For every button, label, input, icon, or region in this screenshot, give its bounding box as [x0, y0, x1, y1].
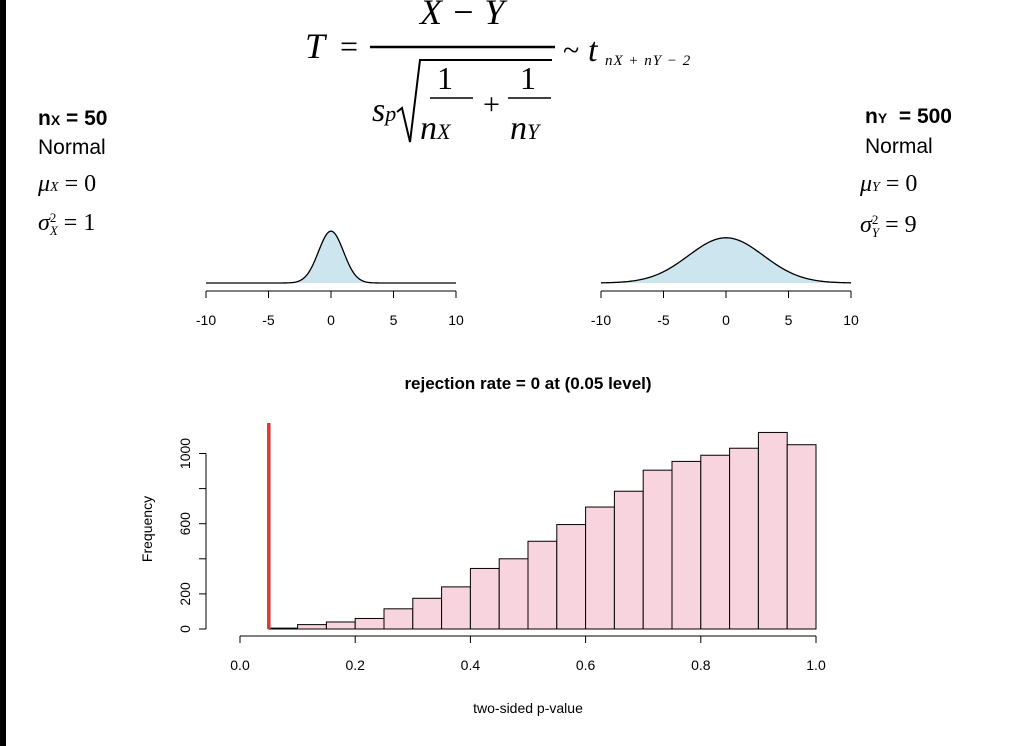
formula-t: t	[588, 32, 598, 69]
histogram-x-tick-label: 0.8	[691, 657, 711, 673]
histogram-y-tick-label: 1000	[177, 438, 193, 469]
histogram-bar	[757, 431, 788, 630]
x-x-tick-label: 0	[327, 312, 335, 328]
formula-equals: =	[340, 28, 359, 64]
histogram-x-tick-label: 0.4	[461, 657, 481, 673]
histogram-bar	[700, 454, 731, 630]
histogram-x-tick-label: 1.0	[806, 657, 826, 673]
x-x-tick-label: -10	[196, 312, 216, 328]
y-x-tick-label: -10	[591, 312, 611, 328]
y-x-tick-label: 0	[722, 312, 730, 328]
formula-one-y: 1	[520, 60, 536, 96]
y-x-tick-label: 10	[843, 312, 859, 328]
density-plot-y: -10 -5 0 5 10	[591, 237, 859, 328]
histogram-bar	[671, 460, 702, 630]
formula-tilde: ~	[563, 34, 580, 67]
histogram-bar	[441, 586, 471, 630]
formula-df: nX + nY − 2	[605, 53, 692, 69]
x-x-tick-label: 10	[448, 312, 464, 328]
right-mu: μY = 0	[860, 171, 918, 197]
histogram-bar	[297, 624, 327, 630]
y-density-area	[601, 237, 851, 283]
x-density-curve	[206, 230, 456, 284]
formula-radical	[396, 59, 552, 143]
formula-ny: nY	[510, 110, 540, 147]
x-x-tick-label: 5	[390, 312, 398, 328]
p-value-histogram: 0.0 0.2 0.4 0.6 0.8 1.0 0 200 600 1000	[177, 423, 826, 673]
histogram-x-tick-label: 0.2	[345, 657, 365, 673]
histogram-bar	[556, 524, 587, 630]
histogram-bar	[585, 506, 615, 630]
x-density-area	[206, 231, 456, 283]
histogram-title: rejection rate = 0 at (0.05 level)	[404, 374, 651, 393]
formula-sp: sp	[372, 92, 397, 129]
histogram-y-tick-label: 0	[177, 625, 193, 633]
histogram-y-tick-label: 200	[177, 582, 193, 606]
histogram-x-tick-label: 0.6	[576, 657, 596, 673]
formula-numerator: X − Y	[420, 0, 505, 32]
formula-lhs: T	[305, 26, 326, 66]
histogram-bar	[527, 540, 558, 630]
y-x-tick-label: 5	[785, 312, 793, 328]
histogram-ylabel: Frequency	[139, 496, 155, 562]
left-distribution: Normal	[38, 136, 106, 159]
y-density-curve	[600, 237, 852, 284]
histogram-bar	[412, 597, 443, 630]
y-x-tick-label: -5	[657, 312, 670, 328]
histogram-y-tick-label: 600	[177, 512, 193, 536]
histogram-xlabel: two-sided p-value	[473, 700, 583, 716]
formula-plus: +	[483, 88, 500, 121]
histogram-bar	[469, 567, 500, 630]
density-plot-x: -10 -5 0 5 10	[196, 230, 464, 328]
histogram-bar	[786, 444, 817, 630]
histogram-x-tick-label: 0.0	[230, 657, 250, 673]
formula-one-x: 1	[437, 60, 453, 96]
formula-nx: nX	[420, 110, 451, 147]
left-border	[0, 0, 6, 746]
right-sample-size: nY = 500	[865, 105, 952, 128]
histogram-bar	[498, 558, 529, 630]
left-mu: μX = 0	[38, 171, 97, 197]
x-x-tick-label: -5	[262, 312, 275, 328]
histogram-bar	[325, 621, 356, 630]
histogram-bar	[642, 469, 673, 630]
left-sample-size: nX = 50	[38, 107, 108, 130]
histogram-bar	[383, 608, 414, 630]
histogram-bar	[613, 490, 644, 630]
histogram-bar	[268, 627, 299, 630]
histogram-bar	[354, 617, 385, 630]
right-distribution: Normal	[865, 135, 933, 158]
histogram-bar	[729, 447, 759, 630]
